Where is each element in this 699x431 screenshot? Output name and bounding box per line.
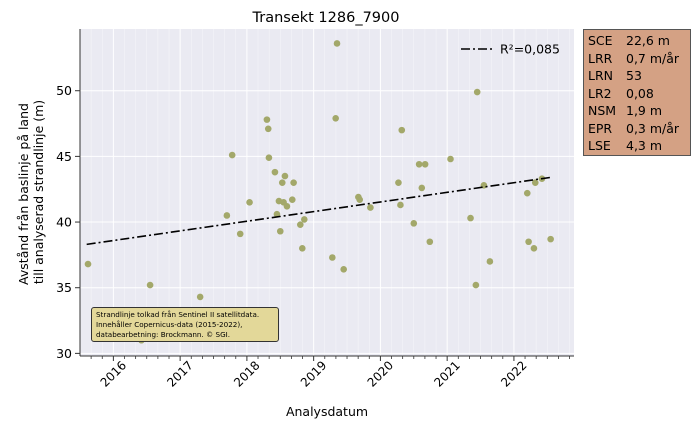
- data-point: [467, 214, 474, 222]
- stat-value: 0,7 m/år: [626, 50, 680, 66]
- y-axis-label: Avstånd från baslinje på land till analy…: [16, 99, 46, 285]
- stat-key: LR2: [588, 85, 612, 101]
- attribution-note: Strandlinje tolkad från Sentinel II sate…: [91, 307, 279, 342]
- data-point: [332, 115, 339, 122]
- data-point: [418, 184, 426, 192]
- data-point: [264, 125, 272, 133]
- x-tick-label: 2017: [164, 358, 195, 389]
- stat-row: EPR 0,3 m/år: [588, 120, 686, 138]
- stat-value: 0,08: [626, 85, 654, 101]
- stat-row: LRR 0,7 m/år: [588, 50, 686, 68]
- data-point: [447, 155, 454, 163]
- data-point: [410, 220, 418, 227]
- stat-row: LSE 4,3 m: [588, 137, 686, 155]
- major-grid: [80, 29, 574, 356]
- data-point: [146, 281, 154, 289]
- note-line: databearbetning: Brockmann. © SGI.: [96, 330, 231, 339]
- y-tick-label: 30: [56, 346, 72, 361]
- data-point: [281, 172, 289, 180]
- legend-label: R²=0,085: [500, 42, 560, 57]
- minor-grid: [90, 29, 570, 356]
- data-point: [525, 238, 532, 246]
- data-point: [299, 245, 306, 252]
- data-point: [531, 179, 539, 186]
- data-point: [397, 201, 404, 209]
- note-line: Innehåller Copernicus-data (2015-2022),: [96, 320, 243, 329]
- y-tick-labels: 30 35 40 45 50: [56, 83, 72, 361]
- data-point: [196, 293, 204, 301]
- trend-line: [86, 176, 551, 246]
- y-tick-label: 45: [56, 149, 72, 164]
- x-tick-label: 2019: [298, 358, 329, 389]
- data-point: [263, 116, 271, 123]
- data-point: [290, 179, 297, 186]
- data-point: [273, 210, 281, 218]
- stat-row: LRN 53: [588, 67, 686, 85]
- data-point: [228, 151, 236, 159]
- y-tick-label: 40: [56, 215, 72, 230]
- data-point: [301, 216, 308, 223]
- data-point: [395, 179, 402, 186]
- stat-key: NSM: [588, 103, 617, 118]
- axes: [75, 29, 574, 361]
- data-point: [278, 179, 286, 186]
- stat-value: 0,3 m/år: [626, 120, 680, 136]
- data-point: [329, 254, 336, 261]
- note-line: Strandlinje tolkad från Sentinel II sate…: [96, 310, 260, 319]
- data-point: [472, 281, 480, 289]
- x-axis-label: Analysdatum: [286, 404, 368, 419]
- stat-value: 4,3 m: [626, 138, 663, 153]
- data-point: [398, 126, 406, 134]
- data-point: [246, 199, 253, 206]
- data-point: [523, 189, 531, 197]
- stat-row: NSM 1,9 m: [588, 102, 686, 120]
- data-point: [473, 88, 481, 96]
- x-tick-label: 2022: [498, 358, 529, 389]
- data-point: [426, 238, 434, 246]
- data-point: [283, 202, 291, 210]
- x-tick-labels: 2016 2017 2018 2019 2020 2021 2022: [98, 358, 530, 389]
- x-tick-label: 2016: [98, 358, 129, 389]
- data-point: [84, 260, 92, 268]
- data-point: [236, 230, 244, 238]
- stat-key: EPR: [588, 120, 613, 136]
- data-point: [223, 212, 231, 219]
- data-point: [340, 266, 347, 273]
- data-point: [530, 245, 538, 252]
- data-point: [276, 227, 284, 235]
- stat-row: LR2 0,08: [588, 85, 686, 103]
- y-axis-label-line-1: Avstånd från baslinje på land: [16, 103, 31, 285]
- data-point: [288, 196, 296, 204]
- y-axis-label-line-2: till analyserad strandlinje (m): [31, 100, 46, 284]
- stat-key: LSE: [588, 138, 611, 153]
- data-point: [356, 196, 364, 204]
- data-point: [271, 168, 279, 176]
- x-tick-label: 2018: [231, 358, 262, 389]
- x-tick-label: 2021: [431, 358, 462, 389]
- data-point: [333, 40, 341, 47]
- data-point: [547, 235, 554, 243]
- stat-value: 22,6 m: [626, 33, 670, 48]
- y-tick-label: 50: [56, 83, 72, 98]
- chart-title: Transekt 1286_7900: [252, 10, 400, 26]
- stat-value: 1,9 m: [626, 103, 663, 118]
- stat-key: LRR: [588, 50, 613, 66]
- data-point: [265, 154, 273, 161]
- data-point: [421, 160, 429, 168]
- stat-key: SCE: [588, 33, 613, 48]
- data-point: [296, 221, 304, 228]
- legend: R²=0,085: [461, 42, 560, 57]
- stat-key: LRN: [588, 68, 613, 83]
- stat-row: SCE 22,6 m: [588, 32, 686, 50]
- data-point: [415, 160, 423, 168]
- x-tick-label: 2020: [365, 358, 396, 389]
- data-point: [486, 258, 494, 265]
- y-tick-label: 35: [56, 280, 72, 295]
- stat-value: 53: [626, 68, 642, 83]
- data-point: [367, 204, 374, 211]
- statistics-box: SCE 22,6 m LRR 0,7 m/år LRN 53 LR2 0,08 NSM 1…: [583, 29, 691, 156]
